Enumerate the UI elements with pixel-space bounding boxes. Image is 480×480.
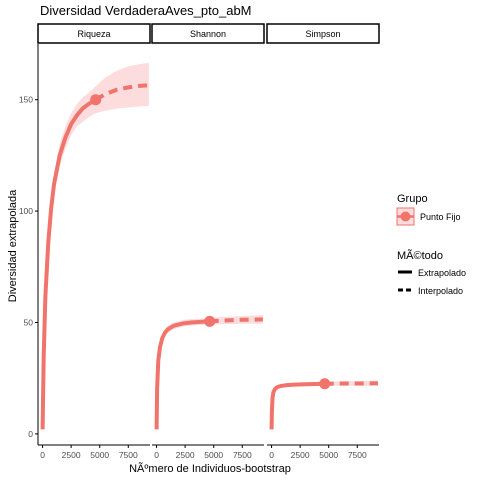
- strip-label: Riqueza: [77, 29, 110, 39]
- observed-point: [319, 378, 331, 390]
- x-tick-label: 0: [269, 450, 274, 460]
- panel-riqueza: Riqueza 0 2500 5000 7500 0 50 100 150: [19, 23, 151, 460]
- strip-box: [37, 23, 151, 44]
- legend-group-entry: Punto Fijo: [420, 212, 461, 222]
- x-tick-label: 2500: [176, 450, 195, 460]
- x-tick-label: 2500: [291, 450, 310, 460]
- series-line-solid: [154, 319, 210, 430]
- x-tick-label: 5000: [90, 450, 109, 460]
- y-axis-label: Diversidad extrapolada: [7, 189, 19, 302]
- series-line-solid: [269, 381, 325, 430]
- strip-box: [266, 23, 380, 44]
- panel-shannon: Shannon 0 2500 5000 7500: [151, 23, 265, 460]
- series-line-dashed: [94, 83, 150, 102]
- x-tick-label: 2500: [62, 450, 81, 460]
- confidence-ribbon: [156, 315, 263, 430]
- legend-method-title: MÃ©todo: [397, 249, 443, 262]
- y-tick-label: 50: [24, 317, 34, 327]
- legend-method-entry-interpolado: Interpolado: [418, 286, 463, 296]
- observed-point: [204, 315, 216, 327]
- facet-panels: Riqueza 0 2500 5000 7500 0 50 100 150 Shannon 0 250…: [19, 23, 380, 460]
- x-tick-label: 5000: [204, 450, 223, 460]
- y-tick-label: 100: [19, 206, 33, 216]
- legend-group-key-point: [400, 211, 411, 222]
- confidence-ribbon: [42, 62, 149, 430]
- observed-point: [90, 94, 102, 106]
- x-tick-label: 7500: [348, 450, 367, 460]
- x-tick-label: 0: [154, 450, 159, 460]
- strip-label: Simpson: [305, 29, 340, 39]
- strip-box: [151, 23, 265, 44]
- series-line-solid: [40, 97, 97, 430]
- legend-group-title: Grupo: [397, 193, 428, 205]
- x-tick-label: 7500: [119, 450, 138, 460]
- x-tick-label: 7500: [233, 450, 252, 460]
- x-tick-label: 0: [40, 450, 45, 460]
- y-tick-label: 0: [28, 429, 33, 439]
- x-axis-label: NÃºmero de Individuos-bootstrap: [129, 462, 291, 475]
- chart-title: Diversidad VerdaderaAves_pto_abM: [40, 3, 252, 18]
- legend-method-entry-extrapolado: Extrapolado: [418, 268, 466, 278]
- legend: Grupo Punto Fijo MÃ©todo Extrapolado Int…: [396, 193, 466, 296]
- series-line-dashed: [209, 317, 263, 324]
- x-tick-label: 5000: [319, 450, 338, 460]
- panel-simpson: Simpson 0 2500 5000 7500: [266, 23, 380, 460]
- strip-label: Shannon: [190, 29, 226, 39]
- y-tick-label: 150: [19, 95, 33, 105]
